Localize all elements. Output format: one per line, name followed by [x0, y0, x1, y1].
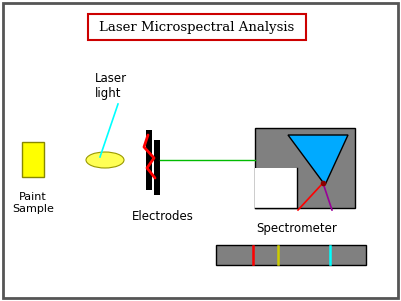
Text: Laser
light: Laser light	[95, 72, 127, 100]
Bar	[22, 142, 44, 177]
Bar	[216, 245, 366, 265]
Text: Paint
Sample: Paint Sample	[12, 192, 54, 214]
Ellipse shape	[86, 152, 124, 168]
Bar	[146, 130, 152, 190]
Bar	[255, 128, 355, 208]
Bar	[88, 14, 306, 40]
Text: Spectrometer: Spectrometer	[257, 222, 337, 235]
Bar	[154, 140, 160, 195]
Polygon shape	[288, 135, 348, 185]
Bar	[255, 168, 297, 208]
Bar	[255, 168, 297, 208]
Text: Laser Microspectral Analysis: Laser Microspectral Analysis	[99, 20, 295, 33]
Text: Electrodes: Electrodes	[132, 210, 194, 223]
